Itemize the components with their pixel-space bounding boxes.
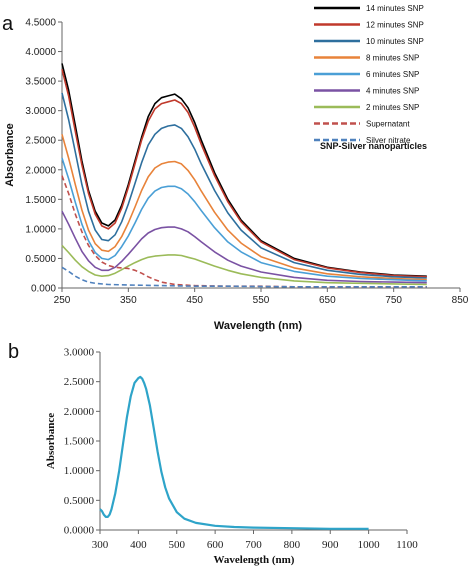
series-line-7: [61, 244, 427, 286]
legend-label-8: Supernatant: [366, 120, 410, 129]
x-tick-label: 600: [207, 539, 224, 551]
x-tick-label: 750: [385, 295, 402, 306]
y-tick-label: 2.0000: [25, 165, 56, 176]
y-tick-label: 2.5000: [25, 136, 56, 147]
x-tick-label: 1100: [396, 539, 418, 551]
x-tick-label: 850: [452, 295, 469, 306]
y-tick-label: 1.0000: [25, 224, 56, 235]
x-tick-label: 900: [322, 539, 339, 551]
legend-label-5: 6 minutes SNP: [366, 70, 419, 79]
series-line-4: [61, 134, 427, 281]
x-tick-label: 550: [253, 295, 270, 306]
legend-label-1: 14 minutes SNP: [366, 4, 424, 13]
x-tick-label: 800: [284, 539, 301, 551]
legend-label-9: Silver nitrate: [366, 136, 411, 145]
series-line-3: [61, 92, 427, 279]
chart-b: 0.0000 0.5000 1.0000 1.5000 2.0000 2.5000 3.00…: [45, 347, 418, 567]
legend-label-4: 8 minutes SNP: [366, 54, 419, 63]
chart-b-x-label: Wavelength (nm): [214, 554, 295, 566]
series-line-1: [61, 63, 427, 277]
y-tick-label: 4.5000: [25, 18, 56, 29]
chart-a-x-label: Wavelength (nm): [214, 320, 303, 332]
y-tick-label: 3.5000: [25, 77, 56, 88]
x-tick-label: 700: [245, 539, 262, 551]
panel-label-b: b: [8, 341, 19, 363]
x-tick-label: 1000: [358, 539, 381, 551]
y-tick-label: 0.5000: [25, 254, 56, 265]
chart-a-y-label: Absorbance: [4, 123, 16, 187]
y-tick-label: 4.0000: [25, 47, 56, 58]
y-tick-label: 1.5000: [64, 436, 95, 448]
series-line-9: [61, 266, 427, 288]
x-tick-label: 300: [92, 539, 109, 551]
series-line-8: [61, 175, 427, 288]
legend-label-2: 12 minutes SNP: [366, 21, 424, 30]
y-tick-label: 2.0000: [64, 406, 95, 418]
y-tick-label: 0.5000: [64, 495, 95, 507]
x-tick-label: 500: [169, 539, 186, 551]
series-line-5: [61, 157, 427, 282]
y-tick-label: 1.5000: [25, 195, 56, 206]
x-tick-label: 350: [120, 295, 137, 306]
chart-a-annotation: SNP-Silver nanoparticles: [320, 141, 427, 151]
chart-a: 0.000 0.5000 1.0000 1.5000 2.0000 2.5000 3.000…: [4, 4, 469, 332]
x-tick-label: 400: [130, 539, 147, 551]
y-tick-label: 3.0000: [64, 347, 95, 359]
legend-label-3: 10 minutes SNP: [366, 37, 424, 46]
y-tick-label: 2.5000: [64, 376, 95, 388]
y-tick-label: 0.0000: [64, 525, 95, 537]
series-line-1: [99, 375, 369, 530]
y-tick-label: 1.0000: [64, 465, 95, 477]
x-tick-label: 450: [186, 295, 203, 306]
panel-label-a: a: [2, 13, 14, 35]
x-tick-label: 650: [319, 295, 336, 306]
legend-label-6: 4 minutes SNP: [366, 87, 419, 96]
y-tick-label: 3.0000: [25, 106, 56, 117]
y-tick-label: 0.000: [31, 284, 56, 295]
x-tick-label: 250: [54, 295, 71, 306]
chart-b-y-label: Absorbance: [45, 413, 57, 469]
legend-label-7: 2 minutes SNP: [366, 103, 419, 112]
series-line-2: [61, 69, 427, 278]
series-line-6: [61, 210, 427, 284]
